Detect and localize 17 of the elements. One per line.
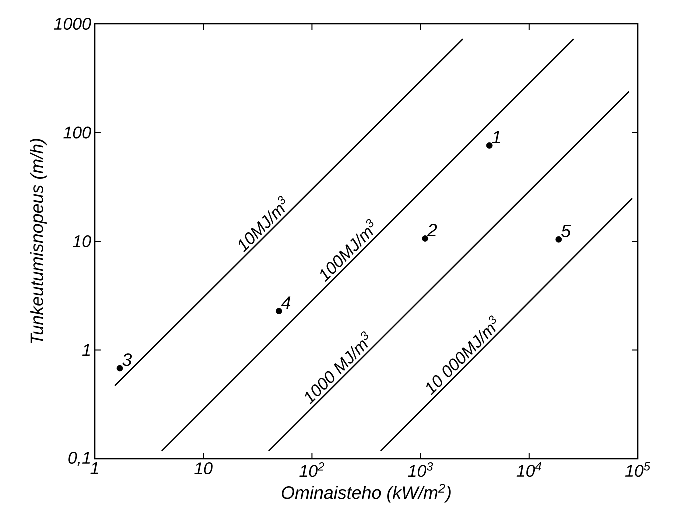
y-tick-label: 1000 — [54, 18, 92, 30]
x-tick-label: 10$^{3}$ — [408, 462, 434, 478]
x-axis-title: Ominaisteho (kW/m$^{2}$) — [282, 484, 451, 503]
y-axis-title: Tunkeutumisnopeus (m/h) — [30, 139, 47, 344]
y-tick-label: 10 — [73, 236, 92, 248]
y-tick-label: 100 — [64, 126, 92, 139]
series-label: 2 — [427, 224, 438, 237]
series-label: 4 — [281, 296, 291, 310]
y-tick-label: 1 — [82, 344, 90, 356]
x-tick-label: 10$^{5}$ — [625, 462, 651, 478]
y-tick-label: 0,1 — [68, 452, 90, 466]
x-tick-label: 10$^{4}$ — [516, 462, 542, 478]
series-label: 5 — [562, 224, 572, 238]
x-tick-label: 10$^{2}$ — [300, 462, 324, 478]
series-label: 1 — [492, 131, 500, 144]
legend-label: 3 — [122, 354, 132, 366]
x-tick-label: 10 — [194, 462, 213, 475]
